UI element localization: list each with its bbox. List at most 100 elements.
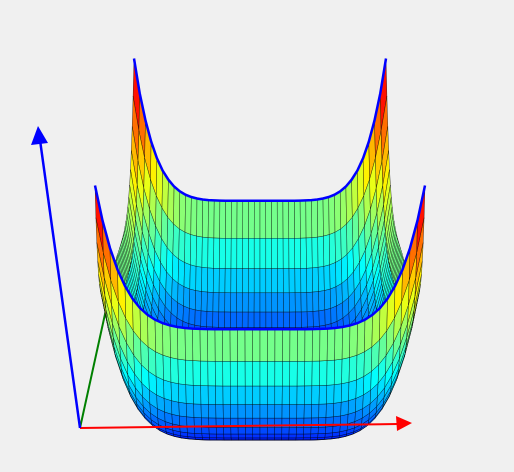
surface-cell <box>259 427 268 435</box>
surface-cell <box>222 385 231 405</box>
z-axis-arrow <box>31 126 48 145</box>
surface-cell <box>185 359 194 386</box>
surface-cell <box>242 200 249 239</box>
surface-cell <box>332 425 341 434</box>
surface-cell <box>206 291 214 312</box>
surface-cell <box>177 258 185 287</box>
surface-cell <box>222 404 231 419</box>
surface-cell <box>281 404 290 419</box>
back-edge <box>132 58 388 203</box>
surface-cell <box>289 329 298 362</box>
surface-cell <box>194 426 203 434</box>
surface-cell <box>340 186 347 230</box>
surface-cell <box>218 268 226 293</box>
surface-cell <box>347 398 357 415</box>
surface-cell <box>259 433 268 439</box>
surface-cell <box>189 288 196 311</box>
z-axis <box>38 139 82 429</box>
surface-cell <box>224 268 232 293</box>
surface-cell <box>259 404 268 419</box>
surface-cell <box>281 385 290 405</box>
surface-cell <box>225 238 232 269</box>
surface-cell <box>182 305 190 324</box>
surface-cell <box>274 437 282 440</box>
front-edge <box>93 185 427 331</box>
surface-cell <box>218 292 226 313</box>
surface-cell <box>183 262 191 290</box>
surface-cell <box>194 309 202 327</box>
surface-cell <box>312 291 320 312</box>
surface-cell <box>310 433 319 438</box>
surface-cell <box>299 200 307 239</box>
surface-cell <box>178 228 186 263</box>
surface-cell <box>296 361 305 387</box>
surface-cell <box>192 360 201 386</box>
surface-cell <box>215 404 224 419</box>
surface-cell <box>259 200 266 239</box>
surface-cell <box>340 223 348 260</box>
surface-cell <box>201 427 210 435</box>
surface-cell <box>297 329 306 362</box>
surface-cell <box>271 200 278 239</box>
surface-cell <box>281 437 290 440</box>
surface-cell <box>194 433 203 438</box>
surface-cell <box>341 357 350 384</box>
surface-cell <box>334 326 343 361</box>
surface-cell <box>259 329 268 362</box>
surface-cell <box>265 268 272 293</box>
surface-cell <box>254 238 261 269</box>
surface-cell <box>335 258 343 287</box>
surface-cell <box>208 404 217 419</box>
surface-cell <box>244 329 253 362</box>
surface-cell <box>206 311 214 328</box>
surface-cell <box>178 383 187 404</box>
surface-cell <box>245 404 253 419</box>
surface-cell <box>219 200 226 239</box>
surface-cell <box>252 427 261 435</box>
surface-cell <box>213 237 220 269</box>
surface-cell <box>323 264 331 291</box>
surface-cell <box>213 200 221 239</box>
surface-cell <box>302 437 311 440</box>
surface-cell <box>195 235 203 268</box>
surface-cell <box>207 237 215 269</box>
surface-cell <box>304 385 313 405</box>
surface-cell <box>248 200 255 239</box>
surface-cell <box>326 384 335 405</box>
surface-cell <box>267 427 275 435</box>
surface-cell <box>311 360 320 386</box>
surface-cell <box>300 237 307 269</box>
surface-cell <box>178 402 187 417</box>
surface-cell <box>319 328 328 362</box>
surface-cell <box>236 292 243 313</box>
surface-cell <box>230 238 238 269</box>
surface-cell <box>224 311 231 328</box>
surface-cell <box>267 433 275 439</box>
surface-cell <box>237 361 246 387</box>
surface-cell <box>173 186 180 230</box>
surface-cell <box>311 236 319 269</box>
surface-cell <box>311 199 318 238</box>
surface-cell <box>259 437 268 440</box>
surface-cell <box>242 238 249 269</box>
surface-cell <box>348 379 357 401</box>
surface-cell <box>311 385 320 405</box>
surface-cell <box>274 329 283 362</box>
surface-cell <box>317 426 326 434</box>
surface-cell <box>312 328 321 362</box>
surface-cell <box>186 403 195 418</box>
surface-cell <box>202 199 209 238</box>
surface-cell <box>236 238 243 269</box>
surface-cell <box>288 238 295 269</box>
surface-cell <box>303 404 312 419</box>
surface-cell <box>201 236 209 269</box>
surface-cell <box>200 291 208 312</box>
surface-mesh <box>93 58 427 441</box>
surface-cell <box>253 311 261 328</box>
surface-cell <box>306 291 314 312</box>
surface-cell <box>305 199 313 239</box>
surface-cell <box>265 311 273 328</box>
surface-cell <box>271 268 278 293</box>
surface-cell <box>169 325 179 360</box>
surface-cell <box>259 238 266 269</box>
